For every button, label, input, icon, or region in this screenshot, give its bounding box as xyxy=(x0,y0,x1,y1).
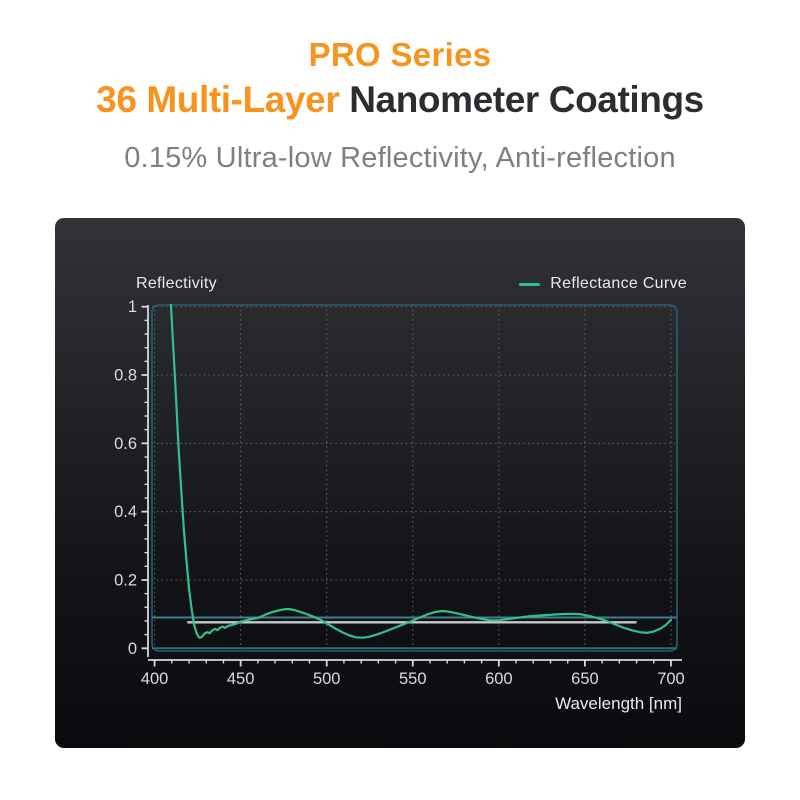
svg-text:450: 450 xyxy=(227,670,255,688)
svg-text:700: 700 xyxy=(657,670,685,688)
reflectance-curve xyxy=(169,303,673,639)
legend-label: Reflectance Curve xyxy=(550,275,687,292)
gridlines xyxy=(152,305,677,651)
reflectance-chart: 400 450 500 550 600 650 700 0 0.2 0.4 0.6 0.8 1 Wavel… xyxy=(114,298,685,713)
legend: Reflectance Curve xyxy=(519,275,687,293)
svg-text:600: 600 xyxy=(485,670,513,688)
x-axis-title: Wavelength [nm] xyxy=(555,694,682,713)
plot-frame xyxy=(151,304,678,652)
title-rest-text: Nanometer Coatings xyxy=(339,79,704,120)
legend-line-icon xyxy=(519,282,541,286)
subtitle: 0.15% Ultra-low Reflectivity, Anti-refle… xyxy=(124,142,676,174)
chart-panel: Reflectivity Reflectance Curve 400 450 500… xyxy=(55,218,745,748)
y-axis-title: Reflectivity xyxy=(136,275,217,292)
page-title: PRO Series xyxy=(308,36,492,73)
svg-text:0.2: 0.2 xyxy=(114,571,137,589)
axes xyxy=(141,305,682,667)
tick-labels: 400 450 500 550 600 650 700 0 0.2 0.4 0.6 0.8 1 xyxy=(114,298,685,688)
svg-text:650: 650 xyxy=(571,670,599,688)
page-title-line2: 36 Multi-Layer Nanometer Coatings xyxy=(0,79,800,121)
svg-text:550: 550 xyxy=(399,670,427,688)
reference-lines xyxy=(152,616,677,650)
svg-text:1: 1 xyxy=(128,298,137,316)
svg-text:0.8: 0.8 xyxy=(114,367,137,385)
title-accent-text: 36 Multi-Layer xyxy=(96,79,340,120)
svg-text:0: 0 xyxy=(128,640,137,658)
svg-text:0.4: 0.4 xyxy=(114,503,137,521)
svg-text:0.6: 0.6 xyxy=(114,435,137,453)
svg-text:500: 500 xyxy=(313,670,341,688)
svg-text:400: 400 xyxy=(141,670,169,688)
header: PRO Series 36 Multi-Layer Nanometer Coat… xyxy=(0,36,800,175)
